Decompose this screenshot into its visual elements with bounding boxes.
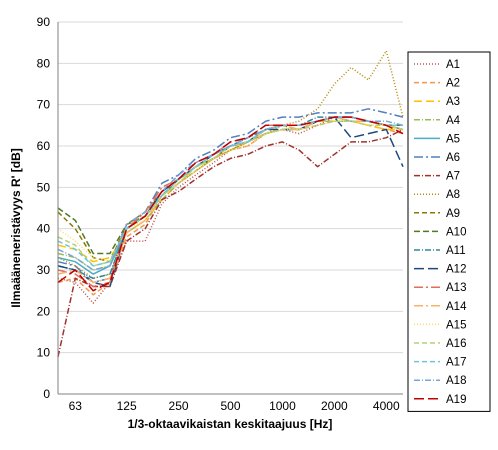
series-line-a18 <box>57 116 404 271</box>
x-tick-label: 125 <box>117 399 137 413</box>
legend-label: A13 <box>446 282 466 294</box>
y-tick-labels: 0 10 20 30 40 50 60 70 80 90 <box>37 15 51 401</box>
series-line-a17 <box>57 116 403 267</box>
axes <box>57 22 403 395</box>
x-tick-label: 500 <box>220 399 240 413</box>
legend-label: A9 <box>446 208 460 220</box>
legend-label: A4 <box>446 115 461 127</box>
y-tick-label: 40 <box>37 222 51 236</box>
series-line-a10 <box>57 116 403 255</box>
y-tick-label: 60 <box>37 139 51 153</box>
legend: A1 A2 A3 A4 A5 A6 A7 A8 A9 A10 A11 A12 A13 A14 A15 A16 A… <box>407 51 491 412</box>
x-tick-label: 63 <box>69 399 83 413</box>
y-tick-label: 90 <box>37 15 51 29</box>
x-tick-label: 2000 <box>321 399 348 413</box>
y-axis-title: Ilmaääneneristävyys R' [dB] <box>9 148 23 308</box>
legend-label: A8 <box>446 189 460 201</box>
legend-label: A1 <box>446 59 460 71</box>
legend-label: A10 <box>446 226 466 238</box>
y-tick-label: 20 <box>37 304 51 318</box>
series-line-a12 <box>57 116 404 288</box>
series-line-a1 <box>57 116 404 304</box>
series-lines <box>57 50 404 357</box>
legend-label: A15 <box>446 319 466 331</box>
x-tick-label: 250 <box>169 399 189 413</box>
legend-box <box>407 51 491 412</box>
series-line-a11 <box>57 116 404 280</box>
gridlines <box>58 21 403 354</box>
series-line-a7 <box>57 128 404 357</box>
legend-label: A12 <box>446 264 466 276</box>
y-tick-label: 70 <box>37 98 51 112</box>
y-tick-label: 0 <box>43 387 50 401</box>
series-line-a4 <box>57 120 404 271</box>
legend-label: A17 <box>446 357 466 369</box>
legend-label: A19 <box>446 394 466 406</box>
x-axis-title: 1/3-oktaavikaistan keskitaajuus [Hz] <box>128 417 333 431</box>
series-line-a5 <box>57 116 403 275</box>
series-line-a6 <box>57 108 404 284</box>
series-line-a2 <box>57 120 404 296</box>
y-tick-label: 50 <box>37 180 51 194</box>
series-line-a9 <box>57 116 403 263</box>
legend-label: A3 <box>446 96 460 108</box>
y-tick-label: 80 <box>37 56 51 70</box>
series-line-a8 <box>57 50 404 280</box>
series-line-a16 <box>57 120 404 267</box>
legend-label: A18 <box>446 375 466 387</box>
legend-label: A11 <box>446 245 466 257</box>
x-tick-label: 1000 <box>269 399 296 413</box>
y-tick-label: 30 <box>37 263 51 277</box>
legend-label: A16 <box>446 338 466 350</box>
legend-label: A14 <box>446 301 467 313</box>
series-line-a19 <box>57 116 404 292</box>
y-tick-label: 10 <box>37 346 51 360</box>
x-tick-labels: 63 125 250 500 1000 2000 4000 <box>69 399 400 413</box>
x-tick-label: 4000 <box>373 399 400 413</box>
legend-label: A5 <box>446 133 460 145</box>
legend-label: A6 <box>446 152 460 164</box>
legend-label: A7 <box>446 171 460 183</box>
legend-label: A2 <box>446 78 460 90</box>
